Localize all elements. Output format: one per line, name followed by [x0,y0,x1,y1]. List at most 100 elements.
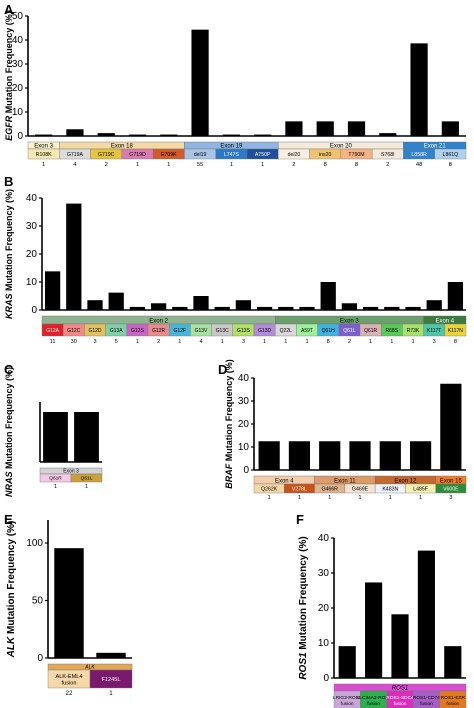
panel-a-y-axis-label: EGFR Mutation Frequency (%) [4,11,14,141]
panel-b-bar-1 [66,203,82,310]
panel-b-mutation-label-19: K117N [448,328,463,334]
panel-c-case-count-1: 1 [85,484,88,490]
panel-a-bar-2 [97,133,115,136]
panel-d-y-label-gene: BRAF [224,463,234,488]
panel-f-bar-1 [365,582,383,678]
panel-d-bar-3 [349,441,371,470]
panel-b-exon-label-0: Exon 2 [149,318,168,324]
panel-b-y-tick-label: 10 [26,277,38,288]
panel-letter-c: C [4,362,14,377]
panel-b-mutation-label-0: G12A [46,328,59,334]
panel-b-mutation-label-3: G13A [110,328,123,334]
panel-d-y-tick-label: 20 [238,419,250,430]
panel-d-bar-4 [379,441,401,470]
panel-a-mutation-label-9: ins20 [319,152,332,158]
panel-a-y-label-text: Mutation Frequency (%) [4,11,14,116]
panel-b-y-tick-label: 0 [31,305,37,316]
panel-a-mutation-label-13: L861Q [443,152,459,158]
panel-a-bar-3 [128,134,147,136]
panel-b-case-count-5: 2 [157,339,160,345]
panel-f-mutation-label-2: ROS1-SDC4 fusion [386,695,414,707]
panel-e-y-tick-label: 100 [26,538,43,549]
panel-b-case-count-6: 1 [178,339,181,345]
panel-b-bar-6 [172,306,188,310]
panel-f-mutation-cell-4 [439,690,467,708]
panel-a-bar-4 [160,134,178,136]
panel-a-mutation-label-0: R108K [36,152,52,158]
panel-c-bar-0 [43,412,68,462]
panel-c-case-count-0: 1 [54,484,57,490]
panel-f-y-axis-label: ROS1 Mutation Frequency (%) [298,536,309,679]
panel-e-exon-label-0: ALK [84,664,95,670]
panel-a-exon-label-4: Exon 21 [424,143,447,149]
panel-b-mutation-label-13: Q61H [322,328,335,334]
panel-letter-d: D [218,362,227,377]
panel-b-case-count-12: 1 [305,339,308,345]
panel-a-y-tick-label: 20 [12,83,24,94]
panel-b-case-count-19: 8 [454,339,457,345]
panel-d-exon-label-3: Exon 15 [440,478,463,484]
panel-a-mutation-label-10: T790M [348,152,364,158]
panel-d-mutation-label-2: G466R [321,486,338,492]
panel-e-y-label-gene: ALK [6,636,17,658]
panel-d-mutation-label-5: L485F [413,486,428,492]
panel-f-y-tick-label: 0 [323,673,329,684]
panel-b-mutation-label-6: G12F [174,328,187,334]
panel-a-case-count-8: 2 [292,162,295,168]
panel-a-bar-13 [441,121,459,136]
panel-d-case-count-5: 1 [419,495,422,501]
panel-e-case-count-1: 1 [109,690,113,697]
panel-a-case-count-11: 2 [386,162,389,168]
panel-c-bar-1 [74,412,99,462]
panel-letter-f: F [296,512,304,527]
panel-a-mutation-label-6: L747S [224,152,240,158]
panel-b-case-count-18: 3 [433,339,436,345]
panel-a-bar-8 [285,121,303,136]
panel-b-case-count-9: 3 [242,339,245,345]
panel-d-mutation-label-6: V600E [443,486,459,492]
panel-a-case-count-13: 8 [449,162,452,168]
panel-a-exon-label-1: Exon 18 [111,143,134,149]
panel-d-y-tick-label: 10 [238,442,250,453]
panel-a-y-tick-label: 40 [12,35,24,46]
panel-a-bar-9 [316,121,334,136]
panel-b-mutation-label-14: Q61L [343,328,355,334]
panel-b-mutation-label-7: G13V [195,328,208,334]
panel-b-case-count-17: 1 [411,339,414,345]
panel-b-mutation-label-17: R73K [407,328,420,334]
panel-e-mutation-cell-1 [89,669,133,689]
panel-c-mutation-label-1: Q61L [81,476,93,482]
panel-f-mutation-label-4: ROS1-EZR fusion [441,695,466,707]
panel-e-mutation-label-0: ALK-EML4 fusion [55,674,82,687]
panel-f-y-label-gene: ROS1 [298,652,309,680]
panel-a-bar-10 [347,121,366,136]
panel-a-bar-6 [222,134,240,136]
panel-b-case-count-1: 30 [71,339,77,345]
panel-f-bar-4 [444,646,462,678]
panel-a-bar-11 [379,133,397,136]
panel-b-mutation-label-5: G12R [152,328,165,334]
panel-e-y-label-text: Mutation Frequency (%) [6,521,17,637]
panel-a-mutation-label-2: G719C [98,152,115,158]
panel-d-bar-2 [319,441,341,470]
panel-a-case-count-6: 1 [230,162,233,168]
panel-f-bar-2 [391,614,409,678]
panel-d-case-count-2: 1 [328,495,331,501]
panel-b-bar-11 [278,306,294,310]
panel-b-y-tick-label: 40 [26,193,38,204]
panel-b-y-label-gene: KRAS [4,294,14,320]
panel-b-bar-3 [108,292,124,310]
panel-e-bar-1 [96,652,126,658]
panel-c-y-axis-label: NRAS Mutation Frequency (%) [4,367,14,497]
panel-a-y-tick-label: 0 [17,131,23,142]
panel-a-case-count-4: 1 [167,162,170,168]
panel-d-case-count-6: 3 [449,495,452,501]
panel-a-mutation-label-11: S768I [381,152,395,158]
panel-b-mutation-label-11: Q22L [280,328,292,334]
panel-b-case-count-2: 3 [93,339,96,345]
panel-b: 0 10 20 30 40 KRAS Mutation Frequency (%) Exon… [4,189,467,345]
panel-a-mutation-label-3: G719D [129,152,146,158]
panel-b-mutation-label-15: Q61R [364,328,377,334]
